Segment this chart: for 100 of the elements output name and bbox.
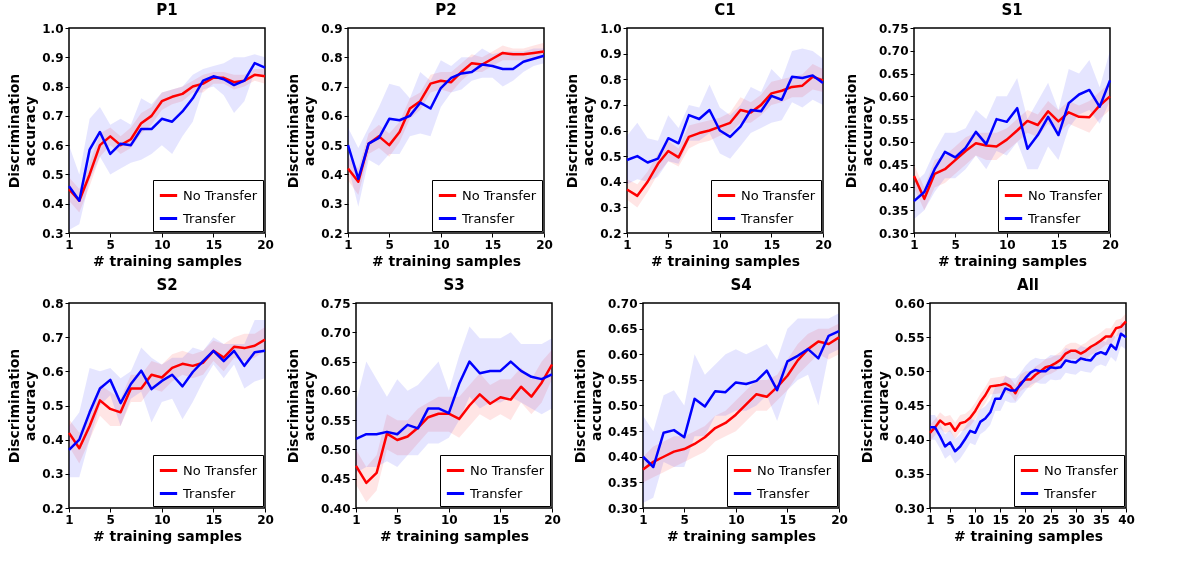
y-tick-label: 0.7 (42, 109, 64, 124)
y-tick-label: 0.45 (894, 399, 925, 413)
legend-label: Transfer (182, 485, 236, 501)
y-tick-label: 0.4 (600, 175, 622, 190)
chart-title: S2 (156, 276, 178, 294)
x-tick-label: 10 (153, 512, 171, 527)
y-tick-label: 0.40 (878, 180, 909, 195)
y-axis-title: Discrimination accuracy (564, 73, 597, 189)
y-tick-label: 1.0 (42, 21, 64, 36)
x-tick-label: 5 (385, 237, 394, 252)
x-tick-label: 10 (711, 237, 729, 252)
x-tick-label: 1 (910, 237, 919, 252)
x-tick-label: 1 (344, 237, 353, 252)
y-tick-label: 0.6 (42, 138, 64, 153)
y-tick-label: 0.40 (607, 450, 638, 465)
y-tick-label: 0.45 (878, 158, 909, 173)
y-tick-label: 0.8 (321, 50, 343, 65)
y-tick-label: 0.55 (894, 330, 925, 345)
y-tick-label: 0.35 (894, 467, 925, 482)
x-tick-label: 20 (815, 237, 832, 252)
y-tick-label: 0.9 (600, 47, 622, 62)
y-tick-label: 0.40 (320, 501, 351, 516)
y-tick-label: 0.5 (42, 399, 64, 413)
x-tick-label: 5 (106, 512, 115, 527)
x-tick-label: 10 (440, 512, 458, 527)
y-tick-label: 0.30 (607, 501, 638, 516)
legend-label: Transfer (1027, 210, 1081, 226)
y-tick-label: 0.7 (321, 80, 343, 95)
x-tick-label: 15 (763, 237, 781, 252)
y-axis-title: Discrimination accuracy (6, 73, 39, 189)
x-tick-label: 5 (106, 237, 115, 252)
y-tick-label: 0.8 (600, 72, 622, 87)
line-series (625, 75, 825, 198)
y-tick-label: 0.7 (42, 330, 64, 345)
x-tick-label: 1 (623, 237, 632, 252)
legend-label: Transfer (182, 210, 236, 226)
y-tick-label: 0.35 (607, 475, 638, 490)
y-tick-label: 0.55 (878, 112, 909, 127)
chart-title: C1 (714, 1, 736, 19)
legend-label: Transfer (1043, 485, 1097, 501)
line-series (354, 360, 554, 441)
y-axis-title: Discrimination accuracy (285, 73, 318, 189)
x-tick-label: 20 (544, 512, 561, 527)
y-tick-label: 0.6 (42, 364, 64, 379)
x-axis-title: # training samples (92, 527, 243, 544)
legend-label: No Transfer (470, 462, 545, 478)
y-tick-label: 0.40 (894, 433, 925, 448)
y-tick-label: 0.4 (321, 167, 343, 182)
x-tick-label: 20 (257, 512, 274, 527)
legend-label: Transfer (469, 485, 523, 501)
line-series (928, 332, 1128, 453)
x-tick-label: 15 (205, 237, 223, 252)
x-axis-title: # training samples (666, 527, 817, 544)
y-tick-label: 0.60 (607, 347, 638, 362)
y-axis-title: Discrimination accuracy (842, 73, 875, 189)
y-tick-label: 0.3 (42, 226, 64, 241)
x-tick-label: 10 (153, 237, 171, 252)
x-tick-label: 15 (1050, 237, 1068, 252)
x-tick-label: 5 (946, 512, 955, 527)
y-tick-label: 0.7 (600, 98, 622, 113)
x-tick-label: 15 (492, 512, 510, 527)
x-tick-label: 1 (65, 512, 74, 527)
y-tick-label: 0.3 (600, 200, 622, 215)
y-tick-label: 0.6 (600, 124, 622, 138)
x-tick-label: 20 (257, 237, 274, 252)
x-tick-label: 15 (992, 512, 1010, 527)
y-tick-label: 0.70 (878, 44, 909, 59)
line-series (354, 363, 554, 485)
chart-title: S4 (730, 276, 752, 294)
y-tick-label: 0.60 (320, 384, 351, 399)
x-tick-label: 10 (998, 237, 1016, 252)
y-tick-label: 1.0 (600, 21, 622, 36)
y-tick-label: 0.3 (42, 467, 64, 482)
y-tick-label: 0.70 (607, 296, 638, 311)
y-axis-title: Discrimination accuracy (6, 348, 39, 464)
y-tick-label: 0.50 (878, 135, 909, 150)
y-tick-label: 0.60 (878, 89, 909, 104)
legend-label: No Transfer (183, 462, 258, 478)
y-tick-label: 0.55 (607, 373, 638, 388)
x-tick-label: 15 (779, 512, 797, 527)
y-tick-label: 0.4 (42, 197, 64, 212)
x-tick-label: 20 (536, 237, 553, 252)
x-tick-label: 5 (393, 512, 402, 527)
x-tick-label: 30 (1067, 512, 1085, 527)
legend-label: No Transfer (183, 187, 258, 203)
y-tick-label: 0.30 (894, 501, 925, 516)
chart-title: P1 (156, 1, 178, 19)
y-tick-label: 0.35 (878, 203, 909, 218)
x-axis-title: # training samples (92, 252, 243, 269)
y-tick-label: 0.75 (878, 21, 909, 36)
x-axis-title: # training samples (937, 252, 1088, 269)
chart-title: P2 (435, 1, 457, 19)
x-axis-title: # training samples (371, 252, 522, 269)
y-tick-label: 0.50 (320, 442, 351, 457)
x-tick-label: 1 (639, 512, 648, 527)
legend-label: Transfer (740, 210, 794, 226)
y-tick-label: 0.45 (320, 472, 351, 487)
legend-label: No Transfer (1028, 187, 1103, 203)
y-tick-label: 0.65 (607, 322, 638, 337)
y-tick-label: 0.5 (600, 149, 622, 164)
